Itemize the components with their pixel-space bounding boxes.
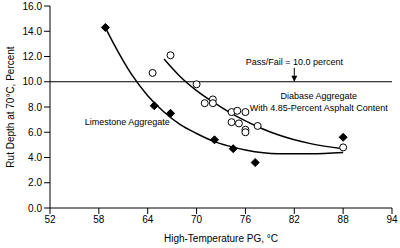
svg-text:64: 64 <box>142 214 154 225</box>
svg-text:76: 76 <box>240 214 252 225</box>
svg-text:52: 52 <box>44 214 56 225</box>
svg-text:Rut Depth at 70°C, Percent: Rut Depth at 70°C, Percent <box>8 46 16 168</box>
svg-text:88: 88 <box>338 214 350 225</box>
svg-text:2.0: 2.0 <box>28 177 42 188</box>
svg-text:High-Temperature PG, °C: High-Temperature PG, °C <box>164 233 278 244</box>
svg-text:70: 70 <box>191 214 203 225</box>
svg-text:0.0: 0.0 <box>28 203 42 214</box>
svg-text:12.0: 12.0 <box>23 51 43 62</box>
svg-text:82: 82 <box>289 214 301 225</box>
svg-text:4.0: 4.0 <box>28 152 42 163</box>
svg-text:6.0: 6.0 <box>28 127 42 138</box>
svg-text:14.0: 14.0 <box>23 26 43 37</box>
svg-text:58: 58 <box>93 214 105 225</box>
svg-text:8.0: 8.0 <box>28 102 42 113</box>
svg-text:94: 94 <box>386 214 392 225</box>
svg-text:10.0: 10.0 <box>23 76 43 87</box>
svg-text:Diabase AggregateWith 4.85-Per: Diabase AggregateWith 4.85-Percent Aspha… <box>250 91 389 113</box>
svg-text:Limestone Aggregate: Limestone Aggregate <box>85 117 170 127</box>
svg-text:Pass/Fail = 10.0 percent: Pass/Fail = 10.0 percent <box>246 57 344 67</box>
svg-text:16.0: 16.0 <box>23 1 43 12</box>
